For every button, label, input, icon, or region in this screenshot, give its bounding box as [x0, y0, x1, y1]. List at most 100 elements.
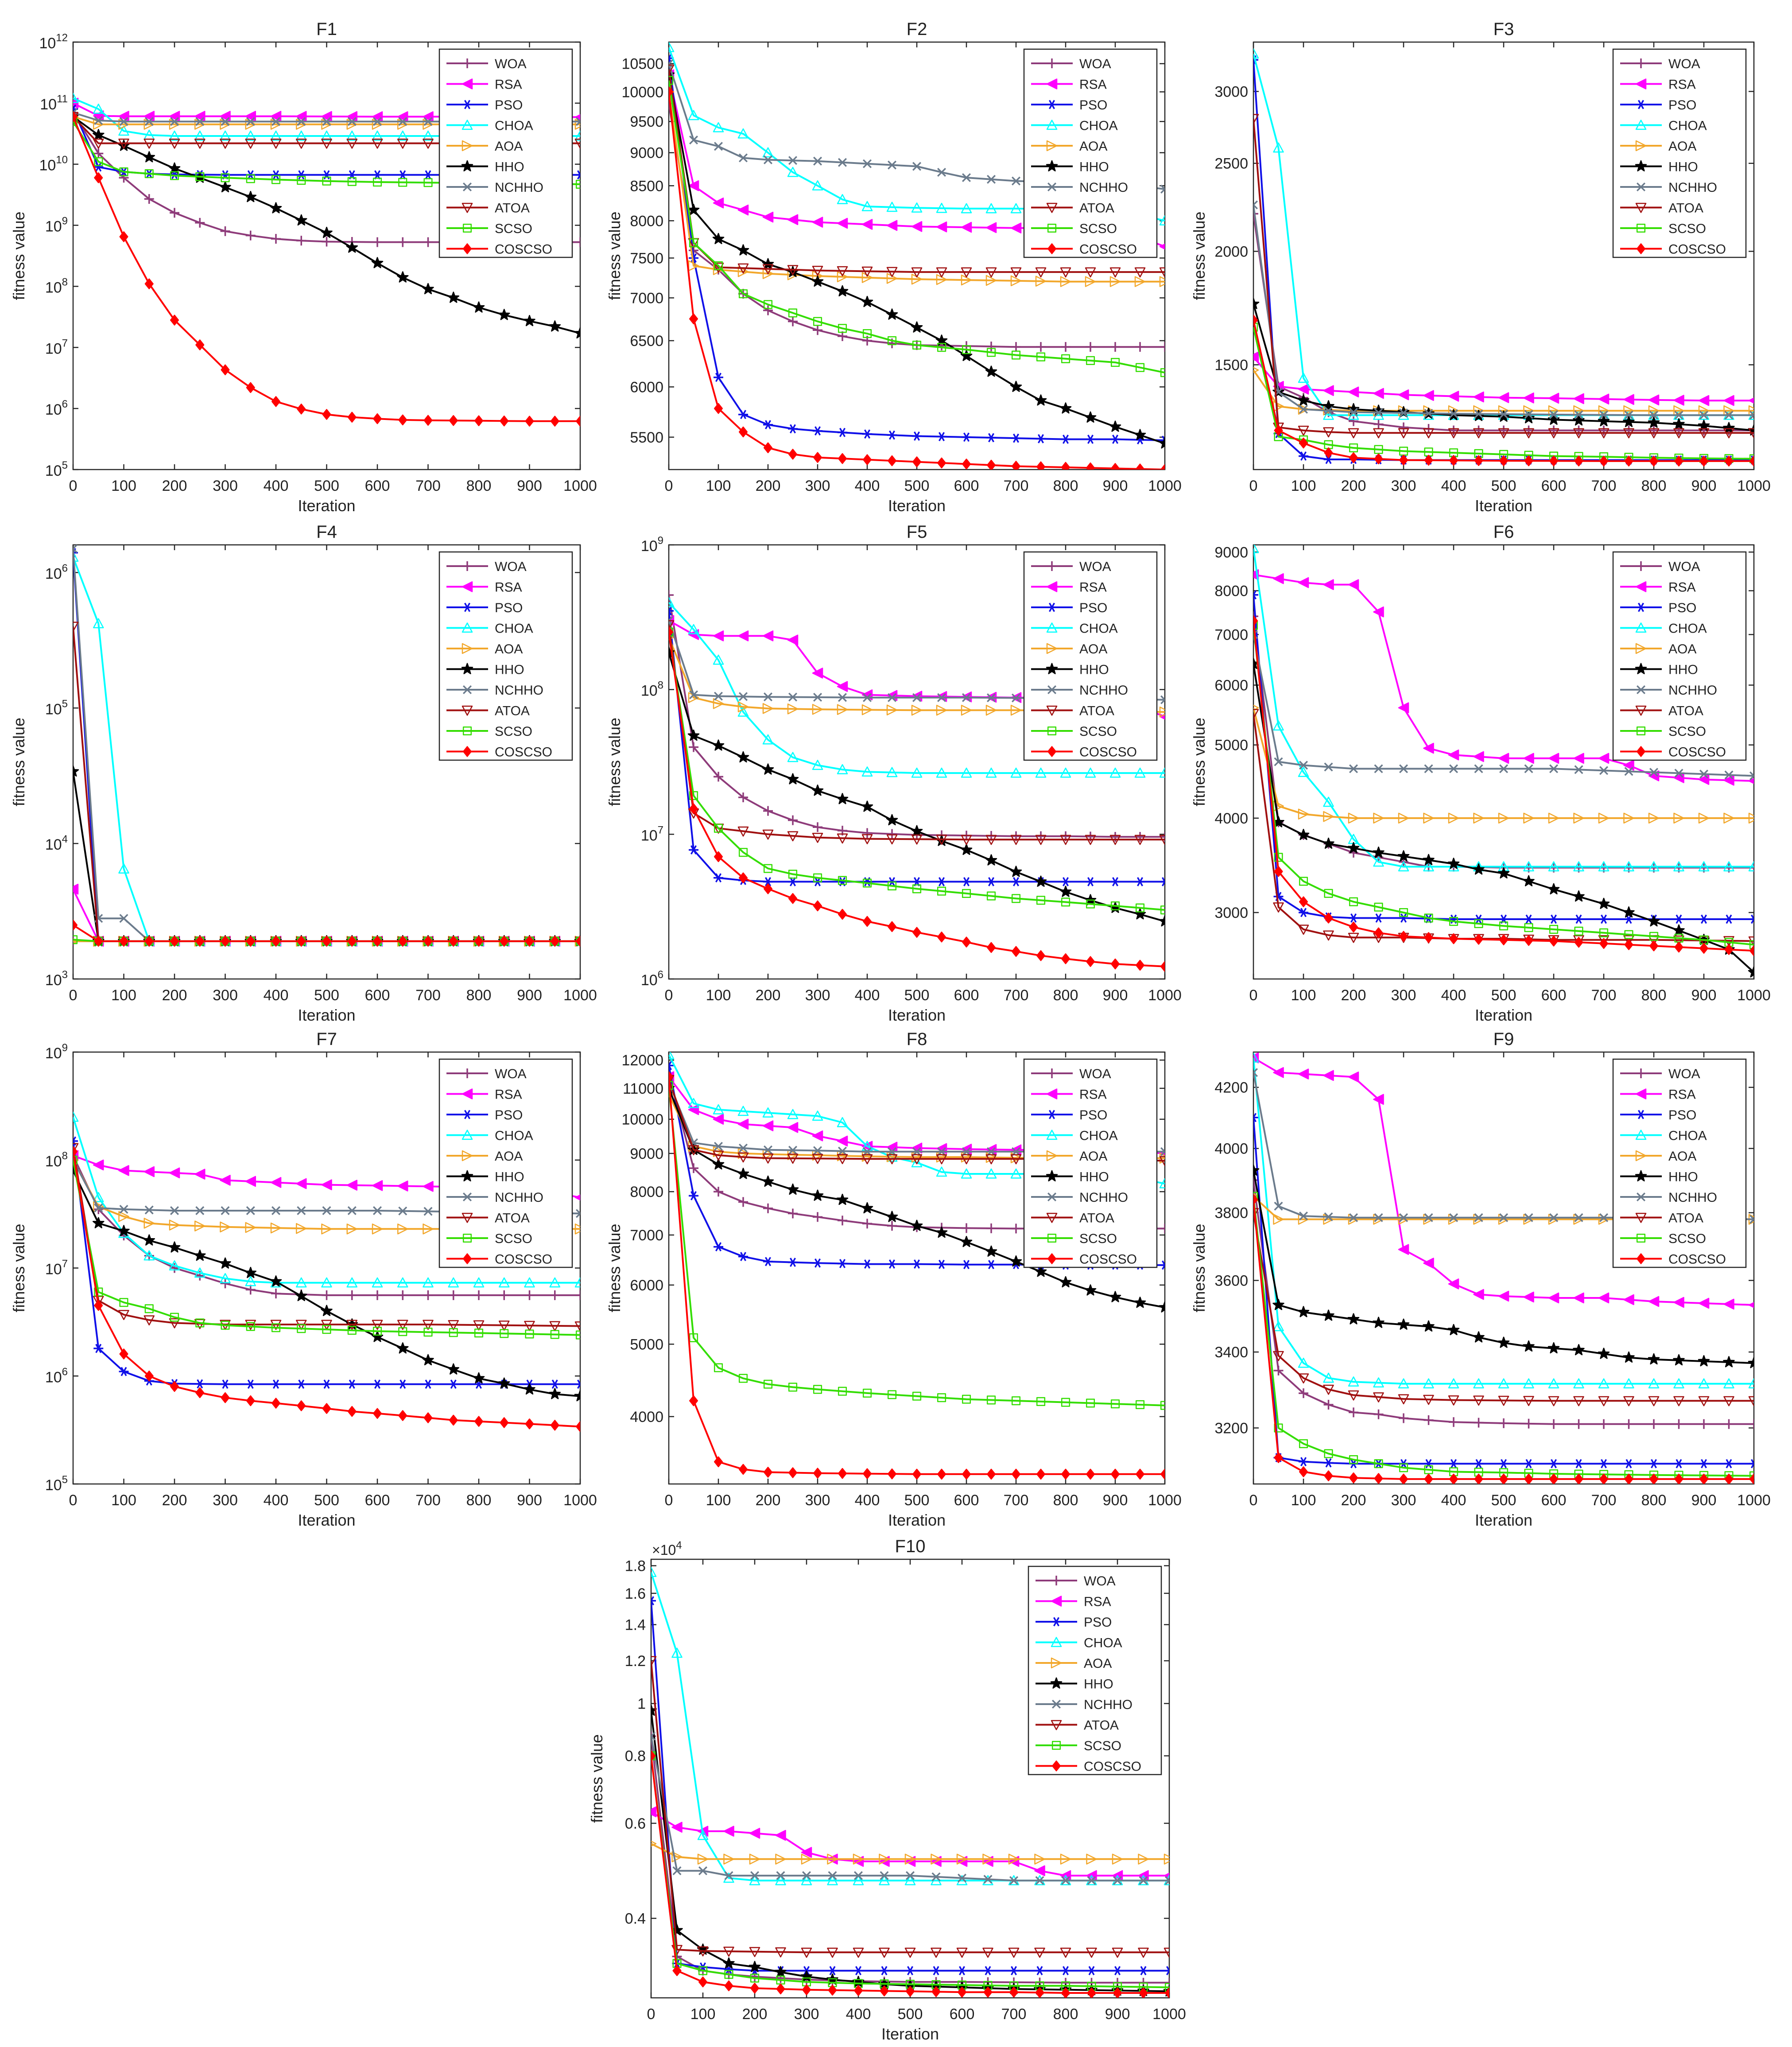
data-point-hho — [1253, 1164, 1260, 1176]
data-point-atoa — [1398, 428, 1409, 439]
data-point-scso — [838, 1387, 847, 1396]
data-point-scso — [862, 329, 872, 338]
data-point-nchho — [1011, 176, 1021, 186]
y-tick-label: 7000 — [630, 290, 663, 307]
y-tick-exponent: 9 — [62, 215, 68, 227]
data-point-rsa — [1323, 1070, 1334, 1081]
y-tick-exponent: 10 — [56, 154, 68, 166]
data-point-coscso — [838, 1468, 847, 1479]
data-point-choa — [1648, 1378, 1660, 1389]
data-point-nchho — [931, 1872, 941, 1881]
data-point-rsa — [1273, 573, 1284, 584]
data-point-coscso — [575, 936, 580, 947]
data-point-nchho — [1724, 411, 1734, 420]
data-point-coscso — [1674, 455, 1683, 467]
data-point-aoa — [169, 1220, 180, 1231]
data-point-scso — [763, 300, 773, 309]
y-tick-exponent: 11 — [57, 93, 68, 105]
data-point-rsa — [1448, 1278, 1459, 1290]
data-point-scso — [195, 172, 205, 181]
data-point-woa — [1011, 342, 1021, 352]
data-point-hho — [73, 765, 79, 777]
legend-label: ATOA — [1084, 1718, 1119, 1733]
chart-title: F6 — [1493, 522, 1514, 542]
data-point-scso — [322, 1325, 331, 1334]
data-point-coscso — [1110, 463, 1120, 470]
data-point-atoa — [1298, 1373, 1309, 1384]
data-point-nchho — [347, 1206, 357, 1215]
data-point-nchho — [1474, 764, 1483, 773]
x-tick-label: 900 — [517, 987, 542, 1004]
data-point-scso — [763, 1379, 773, 1389]
data-point-choa — [1673, 861, 1684, 872]
data-point-scso — [912, 884, 922, 893]
data-point-coscso — [714, 851, 723, 862]
data-point-hho — [1297, 394, 1310, 406]
data-point-woa — [575, 1290, 580, 1300]
data-point-choa — [372, 130, 383, 141]
data-point-woa — [220, 226, 230, 236]
data-point-pso — [1549, 914, 1559, 924]
data-point-pso — [1011, 877, 1021, 886]
data-point-coscso — [724, 1980, 733, 1992]
series-line-choa — [1253, 1057, 1754, 1385]
data-point-nchho — [1749, 1215, 1754, 1224]
data-point-choa — [93, 1192, 104, 1202]
data-point-hho — [1397, 1318, 1410, 1330]
data-point-choa — [574, 130, 580, 141]
data-point-scso — [1274, 1423, 1283, 1433]
x-tick-label: 800 — [1053, 2006, 1078, 2023]
x-tick-label: 800 — [1053, 1492, 1078, 1509]
data-point-choa — [985, 767, 997, 778]
data-point-atoa — [346, 138, 357, 149]
data-point-nchho — [1474, 409, 1483, 419]
data-point-hho — [935, 1226, 948, 1238]
x-axis-label: Iteration — [888, 497, 946, 515]
data-point-hho — [1035, 1266, 1047, 1277]
data-point-choa — [688, 110, 699, 120]
data-point-atoa — [1598, 428, 1610, 439]
data-point-nchho — [724, 1871, 733, 1880]
data-point-pso — [398, 170, 408, 180]
data-point-scso — [271, 1323, 281, 1332]
x-tick-label: 0 — [647, 2006, 656, 2023]
data-point-rsa — [886, 220, 898, 231]
data-point-hho — [811, 275, 824, 287]
data-point-rsa — [1348, 386, 1359, 398]
y-tick-base: 10 — [45, 836, 62, 853]
data-point-choa — [737, 128, 749, 139]
data-point-woa — [245, 230, 256, 241]
x-tick-label: 200 — [756, 987, 781, 1004]
data-point-scso — [170, 171, 179, 180]
data-point-scso — [322, 176, 331, 186]
data-point-woa — [1086, 342, 1095, 352]
data-point-coscso — [1110, 1468, 1120, 1480]
data-point-choa — [762, 734, 774, 745]
data-point-nchho — [322, 117, 331, 126]
legend-label: WOA — [1668, 57, 1700, 71]
data-point-choa — [1573, 1378, 1584, 1389]
data-point-coscso — [905, 1986, 915, 1997]
data-point-atoa — [1673, 1396, 1684, 1406]
y-tick-label: 109 — [45, 1042, 68, 1062]
data-point-coscso — [788, 893, 798, 904]
data-point-choa — [270, 130, 282, 141]
data-point-coscso — [862, 916, 872, 927]
data-point-atoa — [1473, 428, 1484, 439]
data-point-woa — [144, 194, 154, 204]
data-point-pso — [1699, 1459, 1709, 1468]
data-point-woa — [738, 792, 748, 802]
data-point-pso — [347, 1379, 357, 1389]
data-point-coscso — [1674, 1473, 1683, 1484]
legend-swatch-marker — [1051, 1720, 1062, 1730]
x-tick-label: 600 — [365, 478, 390, 494]
legend-label: SCSO — [495, 724, 532, 739]
data-point-coscso — [73, 111, 78, 122]
y-tick-exponent: 4 — [62, 833, 68, 845]
y-tick-base: 10 — [641, 538, 658, 555]
data-point-atoa — [1748, 1396, 1754, 1406]
data-point-pso — [1164, 1966, 1169, 1976]
data-point-choa — [473, 1277, 485, 1288]
legend-label: ATOA — [495, 704, 530, 719]
y-tick-base: 10 — [45, 279, 62, 296]
